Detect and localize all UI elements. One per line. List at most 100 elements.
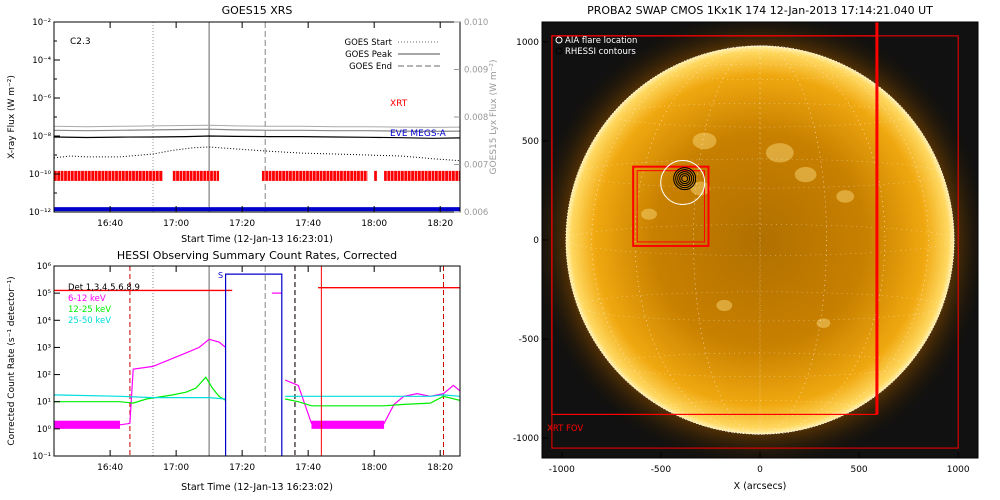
swap-overlays <box>551 22 959 449</box>
goes-xrt-segment <box>54 170 163 181</box>
swap-y-tick-label: 1000 <box>516 38 539 48</box>
latitude-line <box>577 291 943 322</box>
latitude-line <box>662 400 858 417</box>
goes-y2-tick-label: 0.007 <box>464 161 488 171</box>
hessi-saa-label: S <box>218 271 223 280</box>
hessi-axes: 16:40 17:00 17:20 17:40 18:00 18:20 10⁻¹ 10⁰ 10¹… <box>32 262 453 473</box>
aia-inner-box <box>636 170 705 243</box>
hessi-x-tick-label: 18:00 <box>361 463 387 473</box>
swap-x-tick-label: 0 <box>757 465 763 475</box>
goes-title: GOES15 XRS <box>222 4 293 17</box>
goes-xrt-segment <box>384 170 460 181</box>
hessi-y-tick-label: 10⁻¹ <box>32 452 51 462</box>
hessi-series-magenta <box>54 338 226 426</box>
goes-y2-tick-label: 0.008 <box>464 113 488 123</box>
swap-y-tick-label: -500 <box>519 335 540 345</box>
swap-legend-swatch <box>555 47 563 55</box>
limb-circle <box>565 45 955 435</box>
swap-y-tick-label: -1000 <box>513 434 539 444</box>
hessi-y-tick-label: 10⁴ <box>37 316 52 326</box>
goes-y2-tick-label: 0.010 <box>464 18 488 28</box>
hessi-plot-area <box>54 266 460 456</box>
longitude-line <box>568 45 952 435</box>
goes-axes: 16:40 17:00 17:20 17:40 18:00 18:20 10⁻¹² 10⁻¹⁰… <box>29 18 488 229</box>
hessi-x-tick-label: 17:00 <box>163 463 189 473</box>
hessi-y-tick-label: 10² <box>37 371 51 381</box>
hessi-magenta-block <box>311 420 385 429</box>
hessi-frame <box>53 265 461 457</box>
goes-frame <box>53 21 461 213</box>
goes-x-tick-label: 18:20 <box>427 219 453 229</box>
hessi-y-tick-label: 10³ <box>37 343 51 353</box>
goes-x-tick-label: 17:20 <box>229 219 255 229</box>
swap-x-tick-label: 500 <box>850 465 867 475</box>
goes-y-tick-label: 10⁻² <box>32 18 51 28</box>
hessi-legend-label: 12-25 keV <box>68 305 111 315</box>
sun-disk-group <box>542 22 978 458</box>
goes-plot-area <box>54 22 460 212</box>
hessi-series-blue <box>225 273 283 456</box>
xrt-fov-label: XRT FOV <box>547 424 583 434</box>
aia-flare-circle <box>660 160 706 206</box>
active-region <box>836 190 855 203</box>
goes-y-tick-label: 10⁻¹⁰ <box>29 170 52 180</box>
rhessi-contour <box>673 167 697 191</box>
goes-y2label: GOES15 Lyx Flux (W m⁻²) <box>489 60 499 175</box>
hessi-x-tick-label: 17:20 <box>229 463 255 473</box>
latitude-line <box>610 103 910 128</box>
active-region <box>692 132 717 150</box>
swap-xlabel: X (arcsecs) <box>734 481 787 492</box>
hessi-legend-label: 25-50 keV <box>68 316 111 326</box>
swap-legend-label: RHESSI contours <box>565 47 636 57</box>
goes-eve-line <box>54 146 460 162</box>
active-region <box>690 181 711 196</box>
swap-title: PROBA2 SWAP CMOS 1Kx1K 174 12-Jan-2013 1… <box>587 4 933 17</box>
goes-x-tick-label: 17:40 <box>295 219 321 229</box>
hessi-legend-label: 6-12 keV <box>68 294 106 304</box>
swap-image <box>542 22 978 458</box>
hessi-series-green <box>54 376 226 404</box>
hessi-panel: HESSI Observing Summary Count Rates, Cor… <box>7 249 461 493</box>
latitude-line <box>726 428 794 435</box>
goes-legend-label: GOES End <box>349 62 392 72</box>
hessi-magenta-block <box>54 420 121 429</box>
hessi-title: HESSI Observing Summary Count Rates, Cor… <box>117 249 397 262</box>
goes-x-tick-label: 16:40 <box>97 219 123 229</box>
goes-xrt-label: XRT <box>390 99 408 109</box>
hessi-x-tick-label: 18:20 <box>427 463 453 473</box>
rhessi-contour <box>681 175 689 183</box>
hessi-y-tick-label: 10⁶ <box>37 262 52 272</box>
rhessi-contour <box>677 171 693 187</box>
swap-panel: PROBA2 SWAP CMOS 1Kx1K 174 12-Jan-2013 1… <box>513 4 979 492</box>
goes-y-tick-label: 10⁻¹² <box>29 208 51 218</box>
goes-x-tick-label: 17:00 <box>163 219 189 229</box>
hessi-series-magenta <box>284 379 460 424</box>
swap-legend-swatch <box>555 36 563 44</box>
swap-x-tick-label: 1000 <box>947 465 970 475</box>
active-region <box>765 143 794 163</box>
hessi-xlabel: Start Time (12-Jan-13 16:23:02) <box>181 482 333 493</box>
goes-class-label: C2.3 <box>70 37 91 47</box>
rhessi-contour <box>679 173 691 185</box>
goes-x-tick-label: 18:00 <box>361 219 387 229</box>
hessi-x-tick-label: 17:40 <box>295 463 321 473</box>
goes-long-channel-line <box>54 128 460 133</box>
active-region <box>641 208 657 220</box>
goes-eve-bar <box>54 207 460 212</box>
hessi-x-tick-label: 16:40 <box>97 463 123 473</box>
goes-legend-label: GOES Peak <box>345 50 392 60</box>
goes-xrt-segment <box>374 170 378 181</box>
swap-axes: -1000 -500 0 500 1000 -1000 -500 0 500 1000 <box>513 38 970 475</box>
longitude-line <box>634 45 886 435</box>
longitude-line <box>693 45 827 435</box>
active-region <box>794 166 817 183</box>
goes-legend-label: GOES Start <box>344 38 392 48</box>
goes-y-tick-label: 10⁻⁸ <box>32 132 51 142</box>
hessi-ylabel: Corrected Count Rate (s⁻¹ detector⁻¹) <box>7 276 17 445</box>
latitude-line <box>662 63 858 80</box>
active-region <box>816 318 831 329</box>
swap-y-tick-label: 0 <box>533 236 539 246</box>
